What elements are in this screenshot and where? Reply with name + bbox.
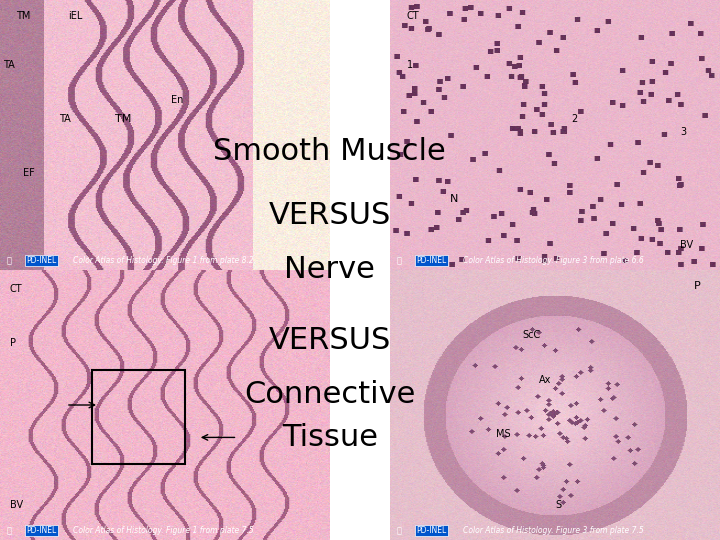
Text: PD-INEL: PD-INEL [27,526,57,535]
Text: VERSUS: VERSUS [269,201,391,231]
Text: TM: TM [115,113,132,124]
Text: TA: TA [4,59,15,70]
Text: EF: EF [23,167,35,178]
Text: 1: 1 [407,59,413,70]
Text: PD-INEL: PD-INEL [417,526,447,535]
Text: Color Atlas of Histology. Figure 3 from plate 7.5: Color Atlas of Histology. Figure 3 from … [463,526,644,535]
Text: Color Atlas of Histology. Figure 1 from plate 7.5: Color Atlas of Histology. Figure 1 from … [73,526,253,535]
Text: Ax: Ax [539,375,551,386]
Text: P: P [693,281,701,291]
Text: Color Atlas of Histology. Figure 3 from plate 6.6: Color Atlas of Histology. Figure 3 from … [463,256,644,265]
Text: ⓘ: ⓘ [6,526,12,535]
Text: Tissue: Tissue [282,423,378,452]
Text: 2: 2 [572,113,578,124]
Text: PD-INEL: PD-INEL [27,256,57,265]
Bar [92,370,184,464]
Text: En: En [171,94,184,105]
Text: Nerve: Nerve [284,255,375,285]
Text: 3: 3 [680,127,687,137]
Text: MS: MS [496,429,510,440]
Text: P: P [10,338,16,348]
Text: BV: BV [10,500,23,510]
Text: PD-INEL: PD-INEL [417,256,447,265]
Text: S: S [555,500,562,510]
Text: CT: CT [10,284,22,294]
Text: VERSUS: VERSUS [269,326,391,355]
Text: CT: CT [407,11,419,21]
Text: N: N [449,194,458,205]
Text: TA: TA [59,113,71,124]
Text: Smooth Muscle: Smooth Muscle [213,137,446,166]
Text: ⓘ: ⓘ [6,256,12,265]
Text: ⓘ: ⓘ [397,526,402,535]
Text: BV: BV [680,240,693,251]
Text: iEL: iEL [68,11,82,21]
Text: Connective: Connective [244,380,415,409]
Text: Color Atlas of Histology. Figure 1 from plate 8.2.: Color Atlas of Histology. Figure 1 from … [73,256,256,265]
Text: TM: TM [17,11,31,21]
Text: ⓘ: ⓘ [397,256,402,265]
Text: ScC: ScC [522,329,541,340]
